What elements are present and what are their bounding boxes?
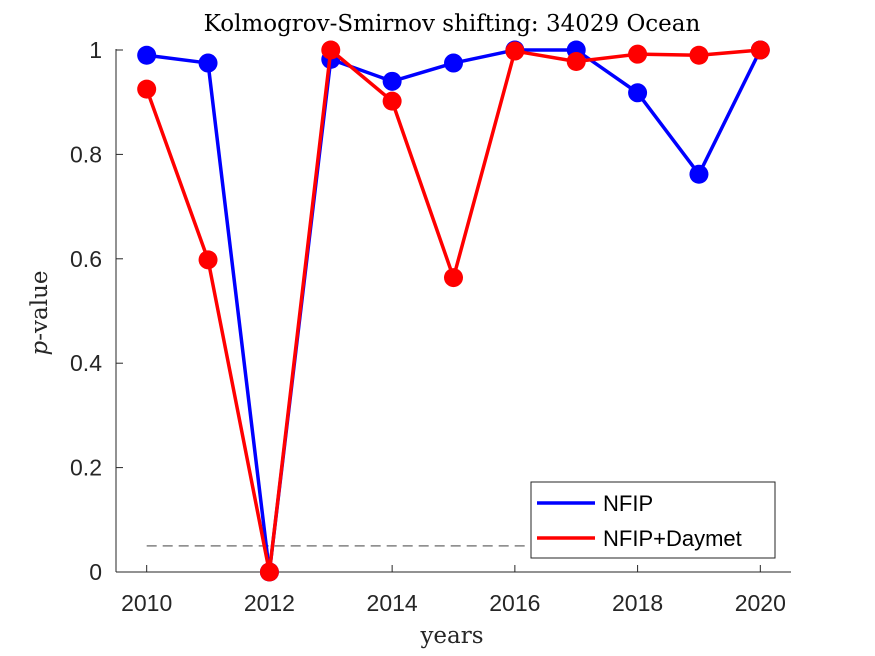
series-nfip-daymet — [137, 40, 770, 582]
x-tick-label: 2012 — [244, 590, 295, 616]
x-tick-label: 2010 — [121, 590, 172, 616]
data-point — [505, 41, 525, 61]
y-tick-label: 0.4 — [70, 350, 102, 376]
y-tick-label: 0.6 — [70, 246, 102, 272]
data-point — [628, 83, 648, 103]
legend-box — [530, 481, 776, 559]
x-axis-label: years — [419, 623, 483, 649]
x-tick-label: 2018 — [612, 590, 663, 616]
data-point — [382, 91, 402, 111]
legend: NFIP NFIP+Daymet — [530, 481, 776, 559]
legend-label: NFIP+Daymet — [603, 526, 742, 551]
x-axis-ticks: 2010 2012 2014 2016 2018 2020 — [121, 565, 786, 616]
data-point — [566, 51, 586, 71]
series-layer — [137, 40, 770, 582]
axes: 2010 2012 2014 2016 2018 2020 0 0.2 0.4 0.6 0.8 1 — [70, 37, 791, 616]
x-tick-label: 2014 — [367, 590, 418, 616]
data-point — [628, 44, 648, 64]
legend-label: NFIP — [603, 491, 653, 516]
y-tick-label: 1 — [89, 37, 102, 63]
y-tick-label: 0.8 — [70, 141, 102, 167]
data-point — [137, 45, 157, 65]
data-point — [259, 562, 279, 582]
y-tick-label: 0.2 — [70, 455, 102, 481]
data-point — [137, 79, 157, 99]
data-point — [689, 45, 709, 65]
y-axis-label-italic: p — [27, 341, 53, 356]
data-point — [444, 53, 463, 73]
chart-title: Kolmogrov-Smirnov shifting: 34029 Ocean — [204, 11, 701, 37]
y-axis-ticks: 0 0.2 0.4 0.6 0.8 1 — [70, 37, 123, 585]
y-axis-label-rest: -value — [27, 271, 53, 341]
data-point — [382, 71, 402, 91]
data-point — [321, 40, 341, 60]
data-point — [689, 164, 709, 184]
data-point — [750, 40, 770, 60]
data-point — [198, 250, 218, 270]
x-tick-label: 2020 — [735, 590, 786, 616]
data-point — [444, 268, 463, 288]
x-tick-label: 2016 — [489, 590, 540, 616]
data-point — [198, 53, 218, 73]
y-tick-label: 0 — [89, 559, 102, 585]
y-axis-label: p-value — [27, 271, 53, 356]
